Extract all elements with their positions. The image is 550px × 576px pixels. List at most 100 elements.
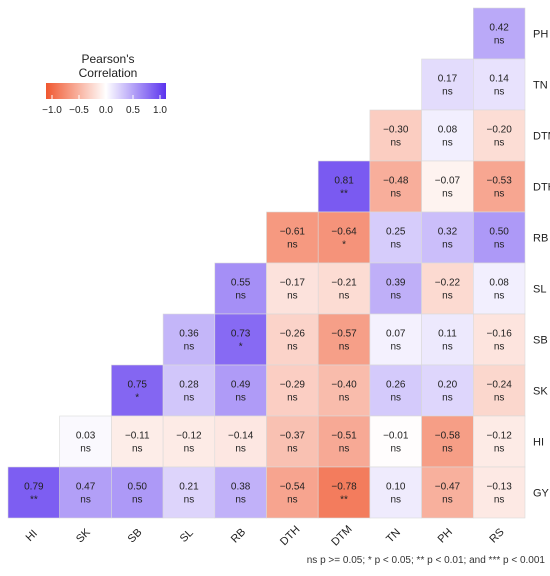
heatmap-cell: −0.53 ns xyxy=(472,160,526,213)
cell-value-label: 0.08 xyxy=(489,278,509,289)
y-axis-tick-label: TN xyxy=(533,80,548,92)
heatmap-cell: 0.50 ns xyxy=(111,466,164,519)
cell-value-label: −0.20 xyxy=(486,125,512,136)
x-axis-tick-label: DTM xyxy=(329,523,354,548)
heatmap-cell-rect xyxy=(162,313,216,366)
cell-value-label: −0.64 xyxy=(331,227,357,238)
cell-significance-label: ns xyxy=(287,444,298,455)
legend-title-line2: Correlation xyxy=(79,66,138,80)
heatmap-cell: 0.25 ns xyxy=(369,211,422,264)
heatmap-cell: 0.42 ns xyxy=(472,7,526,60)
cell-significance-label: ns xyxy=(494,291,505,302)
cell-value-label: 0.39 xyxy=(386,278,406,289)
heatmap-cell: −0.01 ns xyxy=(369,415,422,468)
cell-significance-label: ** xyxy=(340,189,348,200)
heatmap-cell: 0.26 ns xyxy=(369,364,422,417)
legend-title-line1: Pearson's xyxy=(82,52,135,66)
x-axis-tick-label: PH xyxy=(436,526,455,545)
legend-tick-label: −0.5 xyxy=(69,105,89,116)
heatmap-cell-rect xyxy=(421,211,474,264)
cell-value-label: −0.48 xyxy=(383,176,409,187)
cell-significance-label: ns xyxy=(390,342,401,353)
heatmap-cell: −0.54 ns xyxy=(266,466,319,519)
y-axis-tick-label: HI xyxy=(533,437,544,449)
heatmap-cell: 0.50 ns xyxy=(472,211,526,264)
heatmap-cell-rect xyxy=(421,415,474,468)
cell-significance-label: ns xyxy=(235,291,246,302)
heatmap-cell: −0.12 ns xyxy=(472,415,526,468)
cell-value-label: −0.51 xyxy=(331,431,357,442)
cell-significance-label: ns xyxy=(339,342,350,353)
heatmap-cell-rect xyxy=(317,415,371,468)
heatmap-cell-rect xyxy=(369,466,422,519)
heatmap-cell: 0.81 ** xyxy=(317,160,371,213)
heatmap-cell-rect xyxy=(162,466,216,519)
cell-significance-label: ns xyxy=(184,342,195,353)
cell-value-label: 0.07 xyxy=(386,329,406,340)
heatmap-cell: 0.47 ns xyxy=(59,466,112,519)
heatmap-cell-rect xyxy=(266,313,319,366)
x-axis-tick-label: TN xyxy=(384,526,403,545)
cell-significance-label: ns xyxy=(287,342,298,353)
heatmap-cell: 0.20 ns xyxy=(421,364,474,417)
y-axis-tick-label: SL xyxy=(533,284,546,296)
heatmap-cell: −0.11 ns xyxy=(111,415,164,468)
heatmap-cell-rect xyxy=(111,415,164,468)
cell-value-label: 0.42 xyxy=(489,23,509,34)
cell-significance-label: ns xyxy=(442,444,453,455)
cell-value-label: −0.37 xyxy=(280,431,306,442)
heatmap-cell: −0.07 ns xyxy=(421,160,474,213)
cell-significance-label: ns xyxy=(390,444,401,455)
cell-value-label: 0.08 xyxy=(438,125,458,136)
cell-value-label: −0.53 xyxy=(486,176,512,187)
cell-value-label: −0.57 xyxy=(331,329,357,340)
cell-significance-label: ns xyxy=(80,444,91,455)
heatmap-cell-rect xyxy=(111,364,164,417)
heatmap-cell: −0.64 * xyxy=(317,211,371,264)
heatmap-cell: −0.17 ns xyxy=(266,262,319,315)
heatmap-cell-rect xyxy=(421,313,474,366)
heatmap-cell-rect xyxy=(369,160,422,213)
heatmap-cell: −0.29 ns xyxy=(266,364,319,417)
heatmap-cell-rect xyxy=(369,109,422,162)
heatmap-cell-rect xyxy=(111,466,164,519)
cell-significance-label: ns xyxy=(390,240,401,251)
heatmap-cell-rect xyxy=(421,160,474,213)
cell-significance-label: ns xyxy=(442,495,453,506)
cell-value-label: 0.36 xyxy=(179,329,199,340)
heatmap-cell-rect xyxy=(7,466,61,519)
heatmap-cell: 0.08 ns xyxy=(472,262,526,315)
heatmap-cell-rect xyxy=(421,58,474,111)
heatmap-cells: 0.42ns0.17ns0.14ns−0.30ns0.08ns−0.20ns0.… xyxy=(7,7,526,519)
heatmap-cell-rect xyxy=(214,466,267,519)
cell-value-label: −0.11 xyxy=(125,431,150,442)
heatmap-cell: 0.39 ns xyxy=(369,262,422,315)
heatmap-cell: −0.20 ns xyxy=(472,109,526,162)
cell-significance-label: * xyxy=(342,240,346,251)
cell-significance-label: ns xyxy=(80,495,91,506)
cell-value-label: 0.50 xyxy=(128,482,148,493)
cell-significance-label: ns xyxy=(235,495,246,506)
heatmap-cell-rect xyxy=(266,262,319,315)
heatmap-cell-rect xyxy=(421,466,474,519)
heatmap-cell-rect xyxy=(214,313,267,366)
y-axis-tick-label: DTH xyxy=(533,182,550,194)
y-axis-tick-label: GY xyxy=(533,488,550,500)
heatmap-cell: −0.26 ns xyxy=(266,313,319,366)
cell-value-label: 0.79 xyxy=(24,482,44,493)
heatmap-cell-rect xyxy=(317,211,371,264)
cell-significance-label: ns xyxy=(442,342,453,353)
legend: Pearson's Correlation −1.0 −0.5 0.0 0.5 1.0 xyxy=(42,52,167,116)
heatmap-cell-rect xyxy=(421,364,474,417)
heatmap-cell-rect xyxy=(472,364,526,417)
heatmap-cell-rect xyxy=(472,313,526,366)
cell-significance-label: ns xyxy=(184,393,195,404)
cell-significance-label: ns xyxy=(442,87,453,98)
heatmap-cell-rect xyxy=(214,364,267,417)
heatmap-cell: 0.11 ns xyxy=(421,313,474,366)
y-axis-tick-label: SK xyxy=(533,386,548,398)
heatmap-cell: −0.14 ns xyxy=(214,415,267,468)
cell-value-label: 0.38 xyxy=(231,482,251,493)
heatmap-cell: 0.03 ns xyxy=(59,415,112,468)
heatmap-cell-rect xyxy=(369,262,422,315)
